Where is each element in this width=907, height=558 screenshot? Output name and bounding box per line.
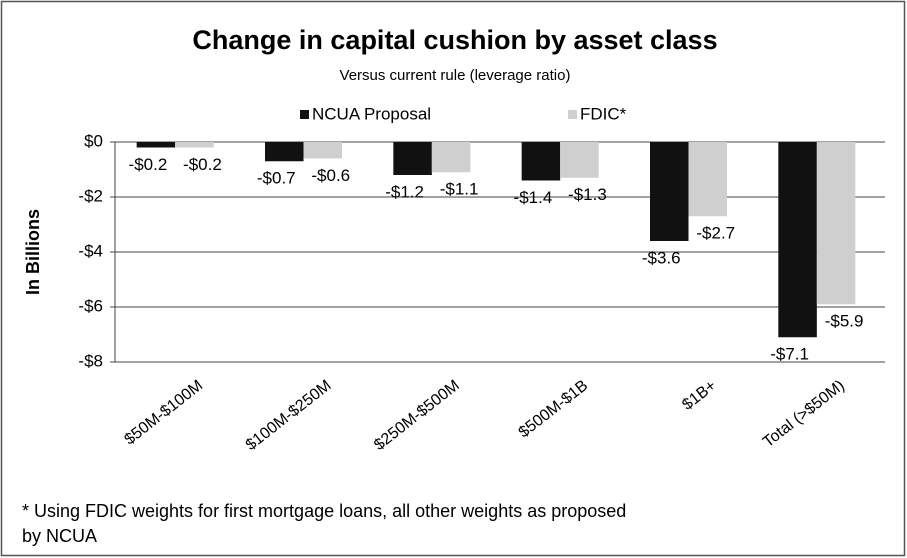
y-tick-label: -$4 [78,241,103,260]
bar [816,142,856,305]
bar [136,142,176,148]
value-label: -$3.6 [642,248,681,267]
value-label: -$0.6 [311,166,350,185]
value-label: -$1.3 [568,185,607,204]
bar [688,142,727,217]
value-label: -$1.2 [385,182,424,201]
legend-label: NCUA Proposal [312,104,431,123]
bar [393,142,432,175]
value-label: -$0.7 [257,169,296,188]
footnote: by NCUA [22,526,97,546]
value-label: -$7.1 [770,345,809,364]
value-label: -$1.1 [440,180,479,199]
bar [521,142,561,181]
bar [303,142,342,159]
value-label: -$2.7 [696,224,735,243]
value-label: -$5.9 [825,312,864,331]
value-label: -$0.2 [129,155,168,174]
bar [650,142,689,241]
y-tick-label: -$8 [78,351,103,370]
y-tick-label: -$6 [78,296,103,315]
bar [560,142,599,178]
y-tick-label: $0 [84,131,103,150]
chart-title: Change in capital cushion by asset class [192,25,717,55]
bar [265,142,304,162]
bar [431,142,471,173]
footnote: * Using FDIC weights for first mortgage … [22,501,626,521]
legend-swatch [568,110,577,119]
legend-swatch [300,110,309,119]
value-label: -$0.2 [183,155,222,174]
value-label: -$1.4 [514,188,553,207]
y-axis-label: In Billions [23,209,43,295]
bar [175,142,214,148]
y-tick-label: -$2 [78,186,103,205]
bar [778,142,817,338]
chart-subtitle: Versus current rule (leverage ratio) [340,67,571,84]
legend-label: FDIC* [580,104,627,123]
